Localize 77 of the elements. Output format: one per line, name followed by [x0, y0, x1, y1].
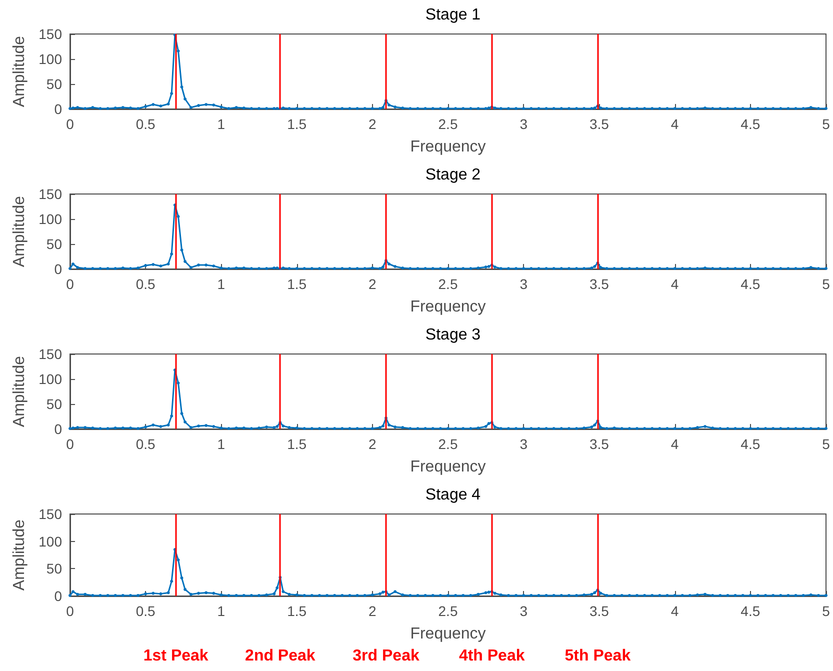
x-tick-label: 3.5	[589, 276, 610, 292]
y-tick-label: 150	[38, 186, 62, 202]
ref-line-label: 4th Peak	[458, 648, 525, 664]
y-tick-label: 0	[54, 588, 62, 604]
y-tick-label: 150	[38, 26, 62, 42]
x-tick-label: 2.5	[438, 436, 458, 452]
x-axis-title: Frequency	[410, 626, 486, 642]
x-tick-label: 5	[822, 436, 830, 452]
x-tick-label: 5	[822, 603, 830, 619]
x-tick-label: 0	[66, 276, 74, 292]
y-tick-label: 150	[38, 506, 62, 522]
y-tick-label: 50	[46, 236, 62, 252]
x-tick-label: 2.5	[438, 116, 458, 132]
y-tick-label: 50	[46, 560, 62, 577]
x-tick-label: 5	[822, 116, 830, 132]
x-tick-label: 1	[217, 276, 226, 292]
x-tick-label: 2.5	[438, 603, 458, 619]
x-tick-label: 4.5	[740, 116, 760, 132]
chart-title: Stage 2	[425, 166, 481, 184]
x-tick-label: 1.5	[287, 116, 307, 132]
ref-line-label: 3rd Peak	[352, 648, 420, 664]
x-tick-label: 3	[520, 436, 528, 452]
x-tick-label: 3.5	[589, 603, 610, 619]
x-tick-label: 0.5	[136, 436, 156, 452]
x-tick-label: 4	[670, 276, 679, 292]
x-axis-title: Frequency	[410, 138, 486, 156]
x-tick-label: 4.5	[740, 276, 760, 292]
x-tick-label: 4	[670, 603, 679, 619]
x-tick-label: 3	[520, 603, 528, 619]
x-tick-label: 0.5	[136, 603, 156, 619]
x-tick-label: 4.5	[740, 436, 760, 452]
x-tick-label: 0	[66, 116, 74, 132]
y-tick-label: 50	[46, 396, 62, 412]
x-tick-label: 4	[670, 116, 679, 132]
x-axis-title: Frequency	[410, 298, 486, 316]
x-tick-label: 2	[368, 436, 376, 452]
x-tick-label: 2	[368, 276, 376, 292]
ref-line-label: 2nd Peak	[245, 648, 316, 664]
x-tick-label: 3	[520, 276, 528, 292]
x-tick-label: 0.5	[136, 276, 156, 292]
y-tick-label: 100	[38, 371, 62, 387]
x-tick-label: 2	[368, 116, 376, 132]
y-tick-label: 50	[46, 76, 62, 92]
y-axis-title: Amplitude	[11, 519, 28, 591]
x-tick-label: 5	[822, 276, 830, 292]
x-tick-label: 2	[368, 603, 376, 619]
x-tick-label: 3.5	[589, 436, 610, 452]
x-tick-label: 3	[520, 116, 528, 132]
y-tick-label: 0	[54, 421, 62, 437]
x-tick-label: 1	[217, 116, 226, 132]
x-tick-label: 1.5	[287, 436, 307, 452]
y-tick-label: 0	[54, 261, 62, 277]
y-tick-label: 150	[38, 346, 62, 362]
ref-line-label: 5th Peak	[564, 648, 631, 664]
x-tick-label: 1	[217, 603, 226, 619]
x-tick-label: 2.5	[438, 276, 458, 292]
x-tick-label: 1.5	[287, 603, 307, 619]
x-tick-label: 3.5	[589, 116, 610, 132]
x-tick-label: 4.5	[740, 603, 760, 619]
x-tick-label: 0.5	[136, 116, 156, 132]
chart-title: Stage 1	[425, 6, 481, 24]
x-tick-label: 0	[66, 436, 74, 452]
ref-line-label: 1st Peak	[143, 648, 208, 664]
x-tick-label: 1	[217, 436, 226, 452]
x-tick-label: 4	[670, 436, 679, 452]
y-axis-title: Amplitude	[11, 196, 28, 268]
y-axis-title: Amplitude	[11, 356, 28, 428]
x-tick-label: 0	[66, 603, 74, 619]
x-axis-title: Frequency	[410, 458, 486, 476]
y-tick-label: 100	[38, 51, 62, 67]
y-axis-title: Amplitude	[11, 36, 28, 108]
y-tick-label: 0	[54, 101, 62, 117]
chart-title: Stage 3	[425, 326, 481, 344]
x-tick-label: 1.5	[287, 276, 307, 292]
chart-title: Stage 4	[425, 486, 481, 504]
y-tick-label: 100	[38, 211, 62, 227]
y-tick-label: 100	[38, 533, 62, 550]
